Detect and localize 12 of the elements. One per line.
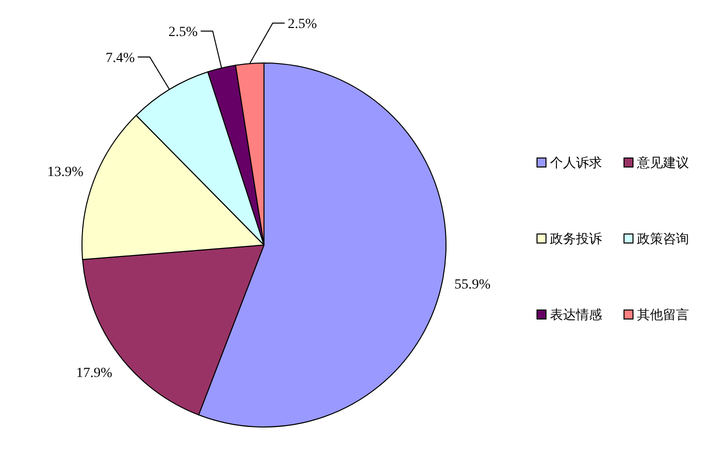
data-label: 2.5% [288, 17, 318, 32]
legend-label: 表达情感 [550, 308, 602, 323]
legend-label: 政策咨询 [637, 232, 689, 247]
data-label: 13.9% [47, 165, 84, 180]
data-label: 7.4% [106, 50, 136, 66]
legend-label: 个人诉求 [550, 156, 602, 171]
data-label: 2.5% [168, 25, 198, 40]
legend-label: 政务投诉 [550, 232, 602, 247]
legend-label: 意见建议 [636, 156, 689, 171]
legend-label: 其他留言 [637, 307, 689, 323]
data-label: 55.9% [454, 278, 491, 293]
data-label: 17.9% [76, 366, 113, 381]
